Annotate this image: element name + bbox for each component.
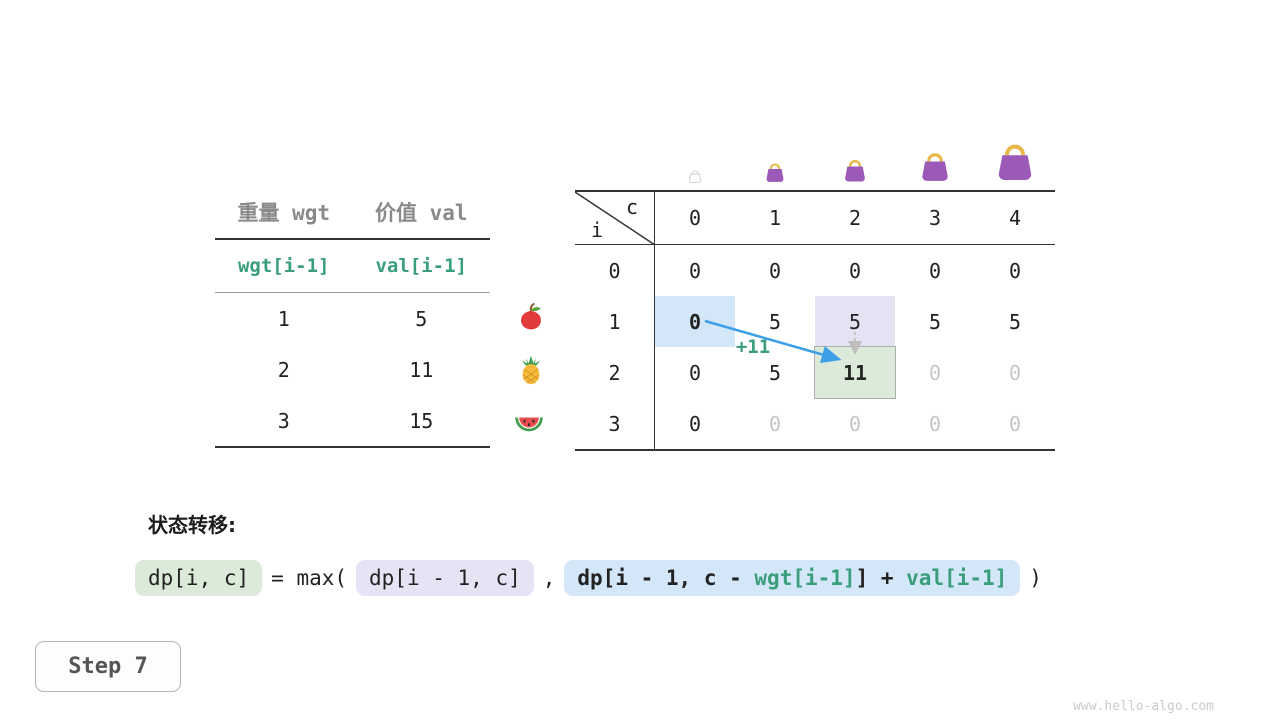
item-weight: 1 xyxy=(277,306,290,331)
pineapple-icon xyxy=(516,355,546,389)
dp-row-label: 1 xyxy=(575,296,655,347)
item-row: 1 5 xyxy=(215,293,490,344)
dp-cell: 5 xyxy=(1008,309,1022,334)
bag-icon-capacity-0 xyxy=(655,126,735,186)
dp-header-row: i c 0 1 2 3 4 xyxy=(575,192,1055,245)
bag-row xyxy=(655,126,1055,186)
dp-cell: 0 xyxy=(1008,360,1022,385)
dp-row-label: 0 xyxy=(575,245,655,296)
watermelon-icon xyxy=(513,406,545,442)
dp-cell: 0 xyxy=(768,411,782,436)
col-axis-label: c xyxy=(625,195,638,219)
dp-cell: 5 xyxy=(928,309,942,334)
bag-icon-capacity-2 xyxy=(815,126,895,186)
formula-close-paren: ) xyxy=(1029,566,1042,590)
dp-row: 2 0 5 11 0 0 xyxy=(575,346,1055,399)
item-table: 重量 wgt 价值 val wgt[i-1] val[i-1] 1 5 2 11… xyxy=(215,186,490,448)
item-weight: 2 xyxy=(277,357,290,382)
formula-take-mid: ] + xyxy=(855,566,907,590)
formula-lhs: dp[i, c] xyxy=(135,560,263,596)
dp-cell: 0 xyxy=(928,258,942,283)
bag-icon-capacity-3 xyxy=(895,126,975,186)
transition-value-label: +11 xyxy=(735,336,771,358)
step-button[interactable]: Step 7 xyxy=(35,641,181,692)
item-row: 3 15 xyxy=(215,395,490,446)
dp-row: 1 0 5 5 5 5 xyxy=(575,296,1055,347)
dp-row-label: 2 xyxy=(575,347,655,398)
dp-col-header: 4 xyxy=(1008,206,1022,230)
dp-row: 3 0 0 0 0 0 xyxy=(575,398,1055,449)
formula-wgt-ref: wgt[i-1] xyxy=(754,566,856,590)
weight-column-header: 重量 wgt xyxy=(237,201,331,225)
dp-cell-source: 0 xyxy=(655,296,735,347)
dp-cell-target: 11 xyxy=(814,346,896,399)
dp-col-header: 1 xyxy=(768,206,782,230)
bag-icon-capacity-1 xyxy=(735,126,815,186)
formula-take-prefix: dp[i - 1, c - xyxy=(577,566,755,590)
item-value: 15 xyxy=(409,408,434,433)
dp-table: i c 0 1 2 3 4 0 0 0 0 0 0 1 0 5 5 5 5 2 xyxy=(575,190,1055,451)
dp-col-header: 3 xyxy=(928,206,942,230)
dp-cell: 0 xyxy=(688,411,702,436)
item-row: 2 11 xyxy=(215,344,490,395)
dp-col-header: 0 xyxy=(688,206,702,230)
corner-diagonal-line xyxy=(575,192,655,245)
formula-comma: , xyxy=(542,566,556,590)
watermark: www.hello-algo.com xyxy=(1073,699,1214,714)
dp-row-label: 3 xyxy=(575,398,655,449)
item-value: 5 xyxy=(415,306,428,331)
dp-corner-cell: i c xyxy=(575,192,655,245)
item-value: 11 xyxy=(409,357,434,382)
formula-equals-max: = max( xyxy=(271,566,348,590)
dp-cell: 0 xyxy=(768,258,782,283)
wgt-expression: wgt[i-1] xyxy=(237,255,330,277)
dp-cell: 0 xyxy=(688,258,702,283)
val-expression: val[i-1] xyxy=(375,255,467,277)
item-table-header-row: 重量 wgt 价值 val xyxy=(215,186,490,240)
state-transition-formula: dp[i, c] = max( dp[i - 1, c] , dp[i - 1,… xyxy=(135,560,1042,596)
apple-icon xyxy=(516,302,546,336)
item-weight: 3 xyxy=(277,408,290,433)
dp-cell-above: 5 xyxy=(815,296,895,347)
dp-cell: 0 xyxy=(848,258,862,283)
formula-term-take: dp[i - 1, c - wgt[i-1]] + val[i-1] xyxy=(564,560,1021,596)
bag-icon-capacity-4 xyxy=(975,126,1055,186)
dp-cell: 0 xyxy=(928,360,942,385)
dp-cell: 0 xyxy=(688,360,702,385)
state-transition-heading: 状态转移: xyxy=(148,513,236,537)
item-table-subheader-row: wgt[i-1] val[i-1] xyxy=(215,240,490,293)
dp-cell: 5 xyxy=(768,360,782,385)
formula-val-ref: val[i-1] xyxy=(906,566,1008,590)
dp-cell: 0 xyxy=(1008,411,1022,436)
dp-cell: 0 xyxy=(1008,258,1022,283)
row-axis-label: i xyxy=(591,218,604,242)
formula-term-above: dp[i - 1, c] xyxy=(356,560,534,596)
dp-cell: 0 xyxy=(848,411,862,436)
value-column-header: 价值 val xyxy=(374,201,468,225)
dp-cell: 0 xyxy=(928,411,942,436)
dp-col-header: 2 xyxy=(848,206,862,230)
dp-row: 0 0 0 0 0 0 xyxy=(575,245,1055,296)
